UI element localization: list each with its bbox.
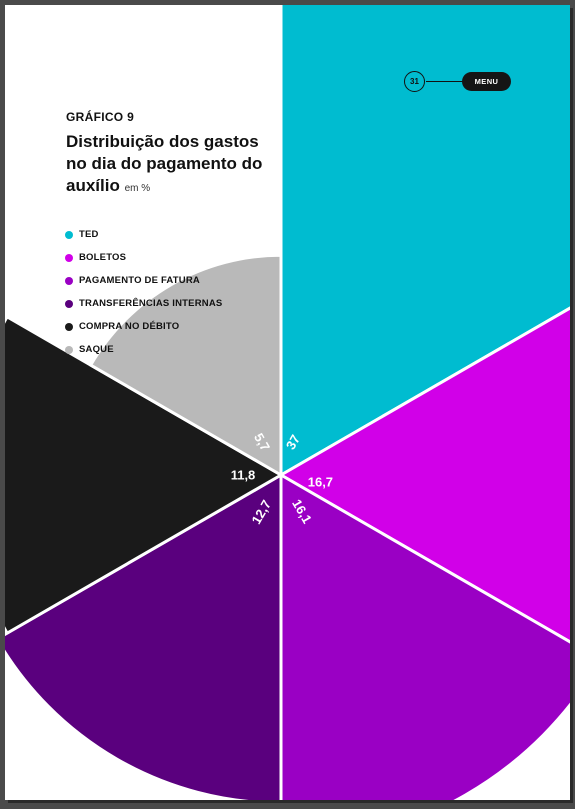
slice-saque bbox=[89, 253, 283, 477]
legend-swatch bbox=[65, 230, 73, 239]
chart-legend: TED BOLETOS PAGAMENTO DE FATURA TRANSFERÊNC… bbox=[65, 223, 222, 361]
legend-item: SAQUE bbox=[65, 338, 222, 361]
slice-ted bbox=[279, 5, 570, 477]
nav-connector bbox=[426, 81, 466, 82]
legend-label: TED bbox=[79, 229, 99, 240]
legend-label: COMPRA NO DÉBITO bbox=[79, 321, 180, 332]
legend-item: PAGAMENTO DE FATURA bbox=[65, 269, 222, 292]
menu-button[interactable]: MENU bbox=[462, 72, 511, 91]
slice-value-label: 37 bbox=[283, 432, 303, 452]
legend-swatch bbox=[65, 322, 73, 331]
slice-pagamento-de-fatura bbox=[279, 473, 570, 800]
slice-boletos bbox=[279, 306, 570, 644]
chart-kicker: GRÁFICO 9 bbox=[66, 110, 135, 124]
legend-item: BOLETOS bbox=[65, 246, 222, 269]
legend-label: BOLETOS bbox=[79, 252, 127, 263]
legend-label: TRANSFERÊNCIAS INTERNAS bbox=[79, 298, 223, 309]
page-number: 31 bbox=[404, 71, 425, 92]
legend-label: SAQUE bbox=[79, 344, 114, 355]
legend-item: TED bbox=[65, 223, 222, 246]
legend-label: PAGAMENTO DE FATURA bbox=[79, 275, 200, 286]
legend-item: COMPRA NO DÉBITO bbox=[65, 315, 222, 338]
slice-compra-no-d-bito bbox=[5, 315, 283, 635]
chart-title-text: Distribuição dos gastos no dia do pagame… bbox=[66, 132, 263, 195]
legend-swatch bbox=[65, 299, 73, 308]
slice-transfer-ncias-internas bbox=[5, 473, 283, 800]
page-navigation: 31 MENU bbox=[404, 70, 516, 94]
slice-value-label: 16,7 bbox=[308, 474, 333, 489]
report-page: 37 16,7 16,1 12,7 11,8 5,7 GRÁFICO 9 Distribu… bbox=[5, 5, 570, 800]
chart-title: Distribuição dos gastos no dia do pagame… bbox=[66, 131, 266, 200]
legend-item: TRANSFERÊNCIAS INTERNAS bbox=[65, 292, 222, 315]
legend-swatch bbox=[65, 276, 73, 285]
legend-swatch bbox=[65, 253, 73, 262]
chart-unit: em % bbox=[124, 183, 151, 194]
legend-swatch bbox=[65, 345, 73, 354]
slice-value-label: 11,8 bbox=[231, 468, 256, 483]
